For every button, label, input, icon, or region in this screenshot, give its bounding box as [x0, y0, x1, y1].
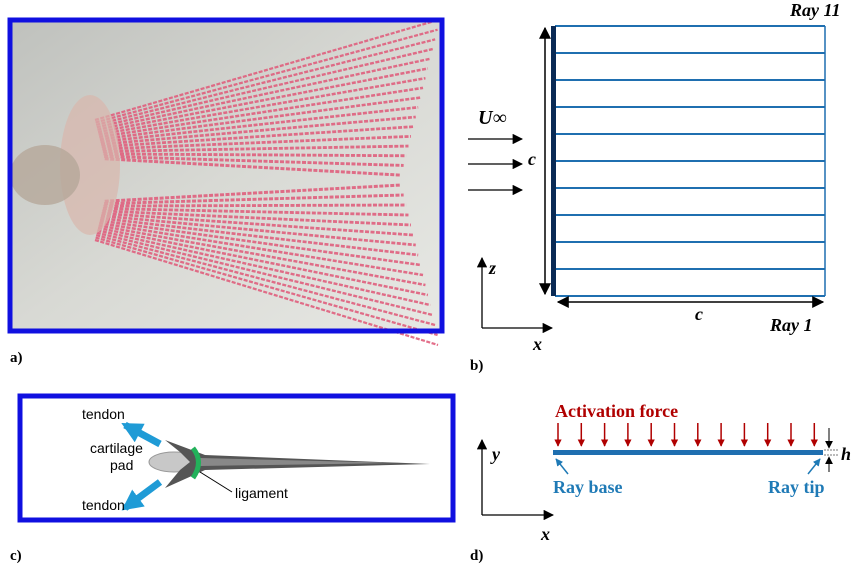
axis-label: y [490, 444, 501, 464]
pointer-arrow [808, 459, 820, 474]
figure: a) Ray 11 Ray 1 U∞ c c z x b) tendon car… [0, 0, 855, 570]
thickness-label: h [841, 444, 851, 464]
flow-label: U∞ [478, 107, 507, 129]
ray-lines [555, 26, 825, 296]
panel-d: Activation force y x h Ray base Ray tip … [470, 401, 851, 564]
axis-label: x [540, 524, 550, 544]
dimension-label: c [695, 304, 703, 324]
ray-label: Ray 1 [769, 315, 813, 335]
panel-b: Ray 11 Ray 1 U∞ c c z x b) [468, 0, 841, 374]
ray-beam [553, 450, 823, 455]
annotation: cartilage [90, 440, 143, 456]
annotation: pad [110, 457, 133, 473]
ray-label: Ray 11 [789, 0, 841, 20]
panel-label: a) [10, 350, 23, 366]
panel-label: d) [470, 548, 483, 564]
fin-base [551, 26, 556, 296]
axis-label: x [532, 334, 542, 354]
annotation: tendon [82, 497, 125, 513]
annotation: Ray base [553, 477, 623, 497]
panel-label: b) [470, 358, 483, 374]
panel-c: tendon cartilage pad ligament tendon c) [10, 396, 453, 564]
annotation: ligament [235, 485, 288, 501]
axis-label: z [488, 258, 496, 278]
force-arrows [558, 423, 814, 446]
dimension-label: c [528, 149, 536, 169]
annotation: tendon [82, 406, 125, 422]
panel-a: a) [10, 20, 442, 366]
pointer-arrow [556, 459, 568, 474]
fin-base [10, 145, 80, 205]
annotation: Ray tip [768, 477, 825, 497]
force-label: Activation force [555, 401, 678, 421]
panel-label: c) [10, 548, 22, 564]
